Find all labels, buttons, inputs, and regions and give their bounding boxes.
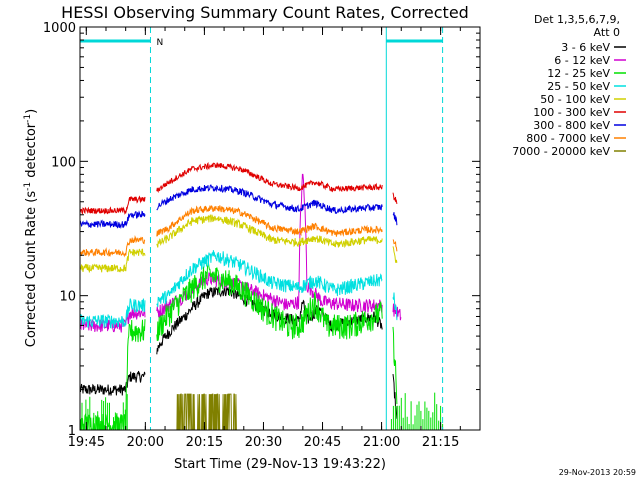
- legend-label-6: 300 - 800 keV: [533, 119, 610, 132]
- timestamp: 29-Nov-2013 20:59: [559, 468, 636, 477]
- legend-label-0: 3 - 6 keV: [561, 41, 610, 54]
- x-tick-label-0: 19:45: [68, 435, 105, 450]
- legend-label-8: 7000 - 20000 keV: [512, 145, 610, 158]
- plot-frame: [79, 26, 481, 431]
- legend-label-2: 12 - 25 keV: [547, 67, 610, 80]
- series-line-8: [172, 393, 240, 431]
- x-tick-label-5: 21:00: [363, 435, 400, 450]
- x-tick-label-4: 20:45: [304, 435, 341, 450]
- x-tick-label-1: 20:00: [127, 435, 164, 450]
- series-line-3: [79, 250, 398, 329]
- legend-label-1: 6 - 12 keV: [554, 54, 610, 67]
- y-tick-label-2: 100: [51, 155, 76, 170]
- x-axis-label: Start Time (29-Nov-13 19:43:22): [174, 457, 386, 472]
- plot-data: N: [79, 27, 444, 431]
- x-tick-label-6: 21:15: [422, 435, 459, 450]
- x-tick-label-2: 20:15: [186, 435, 223, 450]
- series-line-5: [79, 162, 398, 215]
- series-line-6: [79, 184, 398, 230]
- y-tick-label-3: 1000: [43, 21, 76, 36]
- y-tick-label-0: 1: [68, 424, 76, 439]
- green-spikes-1: [390, 392, 444, 430]
- series-line-4: [79, 214, 398, 273]
- y-axis-label: Corrected Count Rate (s-1 detector-1): [23, 109, 39, 347]
- legend-label-5: 100 - 300 keV: [533, 106, 610, 119]
- flag-label: N: [156, 38, 163, 48]
- legend-label-3: 25 - 50 keV: [547, 80, 610, 93]
- axes: 19:45 20:00 20:15 20:30 20:45 21:00 21:15 1 10 10…: [43, 21, 480, 450]
- x-tick-label-3: 20:30: [245, 435, 282, 450]
- chart-title: HESSI Observing Summary Count Rates, Cor…: [61, 3, 469, 22]
- legend-label-7: 800 - 7000 keV: [526, 132, 610, 145]
- legend-header-1: Att 0: [594, 26, 620, 39]
- legend-header-0: Det 1,3,5,6,7,9,: [534, 13, 620, 26]
- series-line-7: [79, 205, 398, 258]
- y-tick-label-1: 10: [59, 290, 76, 305]
- legend-label-4: 50 - 100 keV: [540, 93, 610, 106]
- series-line-2: [79, 262, 398, 431]
